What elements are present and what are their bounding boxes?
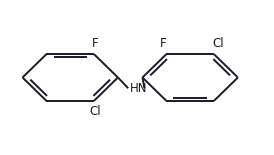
Text: F: F	[92, 37, 99, 50]
Text: HN: HN	[129, 82, 147, 95]
Text: F: F	[160, 37, 167, 50]
Text: Cl: Cl	[212, 37, 224, 50]
Text: Cl: Cl	[90, 105, 101, 118]
